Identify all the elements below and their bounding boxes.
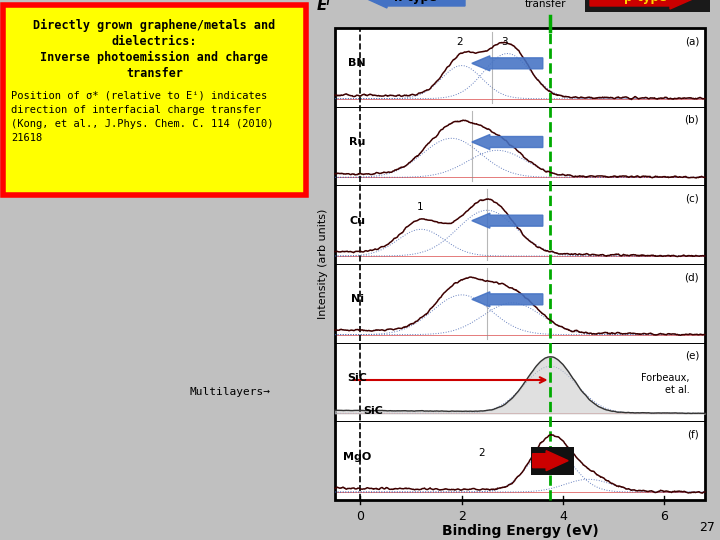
Text: 6: 6 [660,510,668,523]
Text: Position of σ* (relative to Eⁱ) indicates: Position of σ* (relative to Eⁱ) indicate… [11,91,267,101]
Text: (Kong, et al., J.Phys. Chem. C. 114 (2010): (Kong, et al., J.Phys. Chem. C. 114 (201… [11,119,274,129]
Text: 0: 0 [356,510,364,523]
Text: Ru: Ru [348,137,365,147]
Text: Intensity (arb units): Intensity (arb units) [318,209,328,319]
FancyArrow shape [590,0,695,9]
Text: SiC: SiC [347,373,367,383]
Text: 21618: 21618 [11,133,42,143]
Text: Cu: Cu [349,215,365,226]
Text: transfer: transfer [126,67,183,80]
FancyArrow shape [472,292,543,307]
Text: 27: 27 [699,521,715,534]
Text: Forbeaux,
et al.: Forbeaux, et al. [642,373,690,395]
Text: (f): (f) [688,429,699,440]
Text: (c): (c) [685,193,699,204]
Text: (a): (a) [685,36,699,46]
Text: 3: 3 [502,37,508,47]
Text: 2: 2 [458,510,466,523]
Bar [585,0,710,12]
Text: BN: BN [348,58,366,69]
FancyBboxPatch shape [3,5,306,195]
Text: Ni: Ni [351,294,364,305]
Text: SiC: SiC [363,406,383,416]
Text: (b): (b) [685,114,699,125]
Text: n-type: n-type [394,0,436,4]
Text: 4: 4 [559,510,567,523]
FancyArrow shape [472,213,543,228]
Text: (d): (d) [685,272,699,282]
FancyArrow shape [472,56,543,71]
Text: Binding Energy (eV): Binding Energy (eV) [441,524,598,538]
Bar [335,28,705,500]
Text: MgO: MgO [343,451,371,462]
Text: dielectrics:: dielectrics: [112,35,197,48]
Text: 2: 2 [479,448,485,458]
Text: Eⁱ: Eⁱ [316,0,330,14]
Text: charge
transfer: charge transfer [524,0,566,9]
FancyArrow shape [472,134,543,150]
Text: Multilayers→: Multilayers→ [189,387,271,397]
Text: 2: 2 [456,37,462,47]
Text: (e): (e) [685,350,699,361]
Text: direction of interfacial charge transfer: direction of interfacial charge transfer [11,105,261,115]
FancyArrow shape [533,451,568,471]
FancyArrow shape [365,0,465,8]
Text: p-type: p-type [624,0,667,4]
Text: 1: 1 [417,202,423,212]
Text: Directly grown graphene/metals and: Directly grown graphene/metals and [33,19,276,32]
Text: Inverse photoemission and charge: Inverse photoemission and charge [40,51,269,64]
Bar [531,447,574,475]
